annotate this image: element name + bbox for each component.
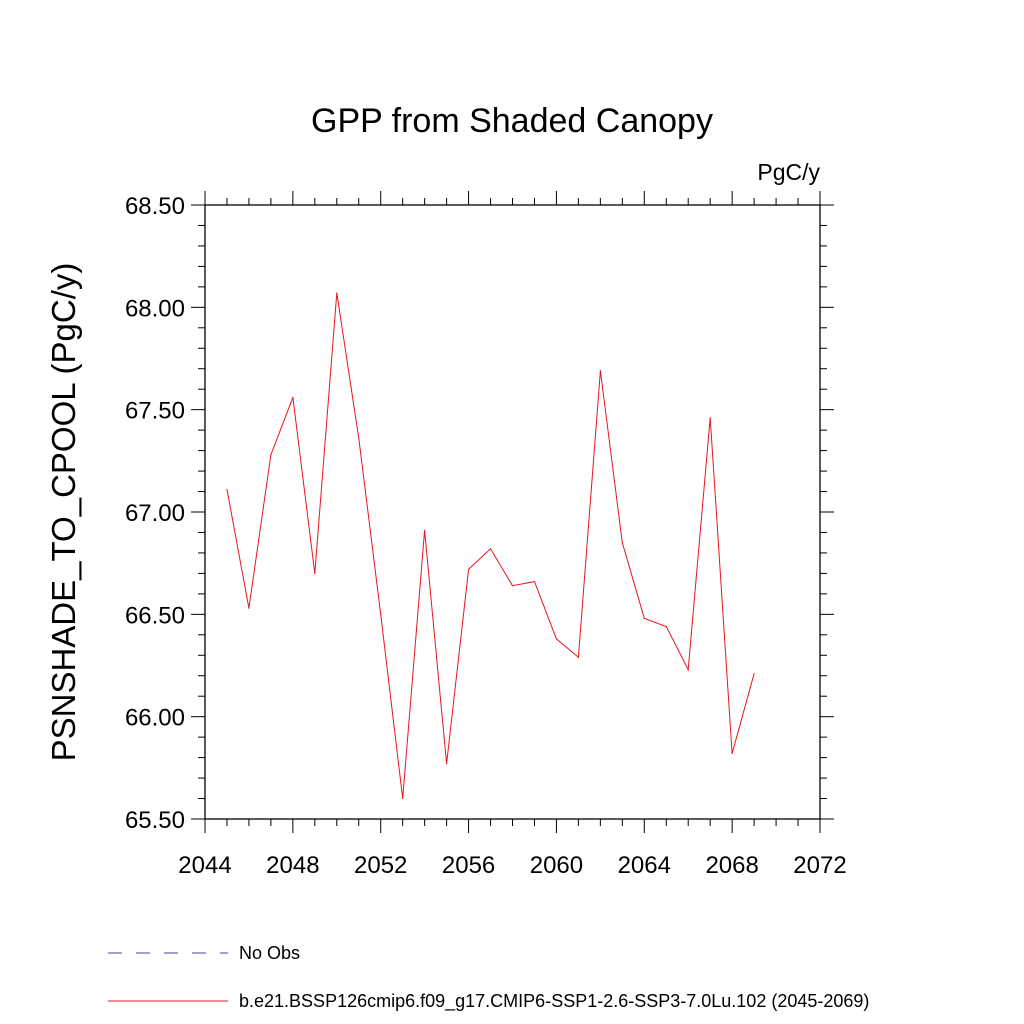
x-tick-label: 2060: [530, 852, 583, 879]
data-point: [555, 638, 558, 640]
data-point: [665, 626, 667, 628]
data-point: [489, 548, 492, 550]
data-point: [380, 613, 382, 615]
data-point: [314, 572, 316, 575]
y-tick-label: 66.50: [125, 602, 185, 629]
data-point: [731, 752, 733, 755]
x-tick-label: 2064: [618, 852, 671, 879]
data-point: [270, 454, 272, 456]
data-point: [577, 656, 579, 658]
data-point: [533, 580, 536, 583]
data-point: [292, 396, 294, 398]
units-label: PgC/y: [757, 159, 820, 185]
y-tick-label: 67.50: [125, 398, 185, 425]
x-tick-label: 2048: [266, 852, 319, 879]
legend-label-model: b.e21.BSSP126cmip6.f09_g17.CMIP6-SSP1-2.…: [239, 991, 869, 1012]
data-point: [446, 763, 448, 765]
x-tick-label: 2072: [793, 852, 846, 879]
y-tick-label: 68.50: [125, 193, 185, 220]
data-point: [511, 585, 514, 587]
axis-ticks: [191, 191, 834, 833]
x-tick-label: 2052: [354, 852, 407, 879]
y-axis-label: PSNSHADE_TO_CPOOL (PgC/y): [45, 263, 82, 762]
data-point: [599, 370, 601, 372]
y-tick-label: 67.00: [125, 500, 185, 527]
data-point: [643, 617, 645, 620]
data-point: [358, 437, 360, 439]
axis-tick-labels: 2044 2048 2052 2056 2060 2064 2068 2072 65.50 66.…: [125, 193, 847, 879]
x-tick-label: 2068: [705, 852, 758, 879]
data-point: [248, 607, 250, 609]
y-tick-label: 68.00: [125, 295, 185, 322]
data-point: [621, 542, 623, 544]
data-point: [424, 529, 426, 532]
data-point: [336, 292, 338, 294]
legend-label-no-obs: No Obs: [239, 943, 300, 963]
x-tick-label: 2056: [442, 852, 495, 879]
data-point: [467, 568, 470, 570]
legend: No Obs b.e21.BSSP126cmip6.f09_g17.CMIP6-…: [108, 943, 869, 1012]
y-tick-label: 66.00: [125, 705, 185, 732]
chart-title: GPP from Shaded Canopy: [311, 102, 713, 140]
series-layer: [226, 292, 755, 800]
data-point: [226, 488, 228, 491]
data-point: [709, 417, 711, 419]
data-point: [753, 673, 755, 675]
series-line: [226, 292, 755, 799]
data-point: [402, 797, 404, 800]
plot-frame: [204, 204, 821, 820]
x-tick-label: 2044: [178, 852, 231, 879]
y-tick-label: 65.50: [125, 807, 185, 834]
data-point: [687, 668, 689, 671]
